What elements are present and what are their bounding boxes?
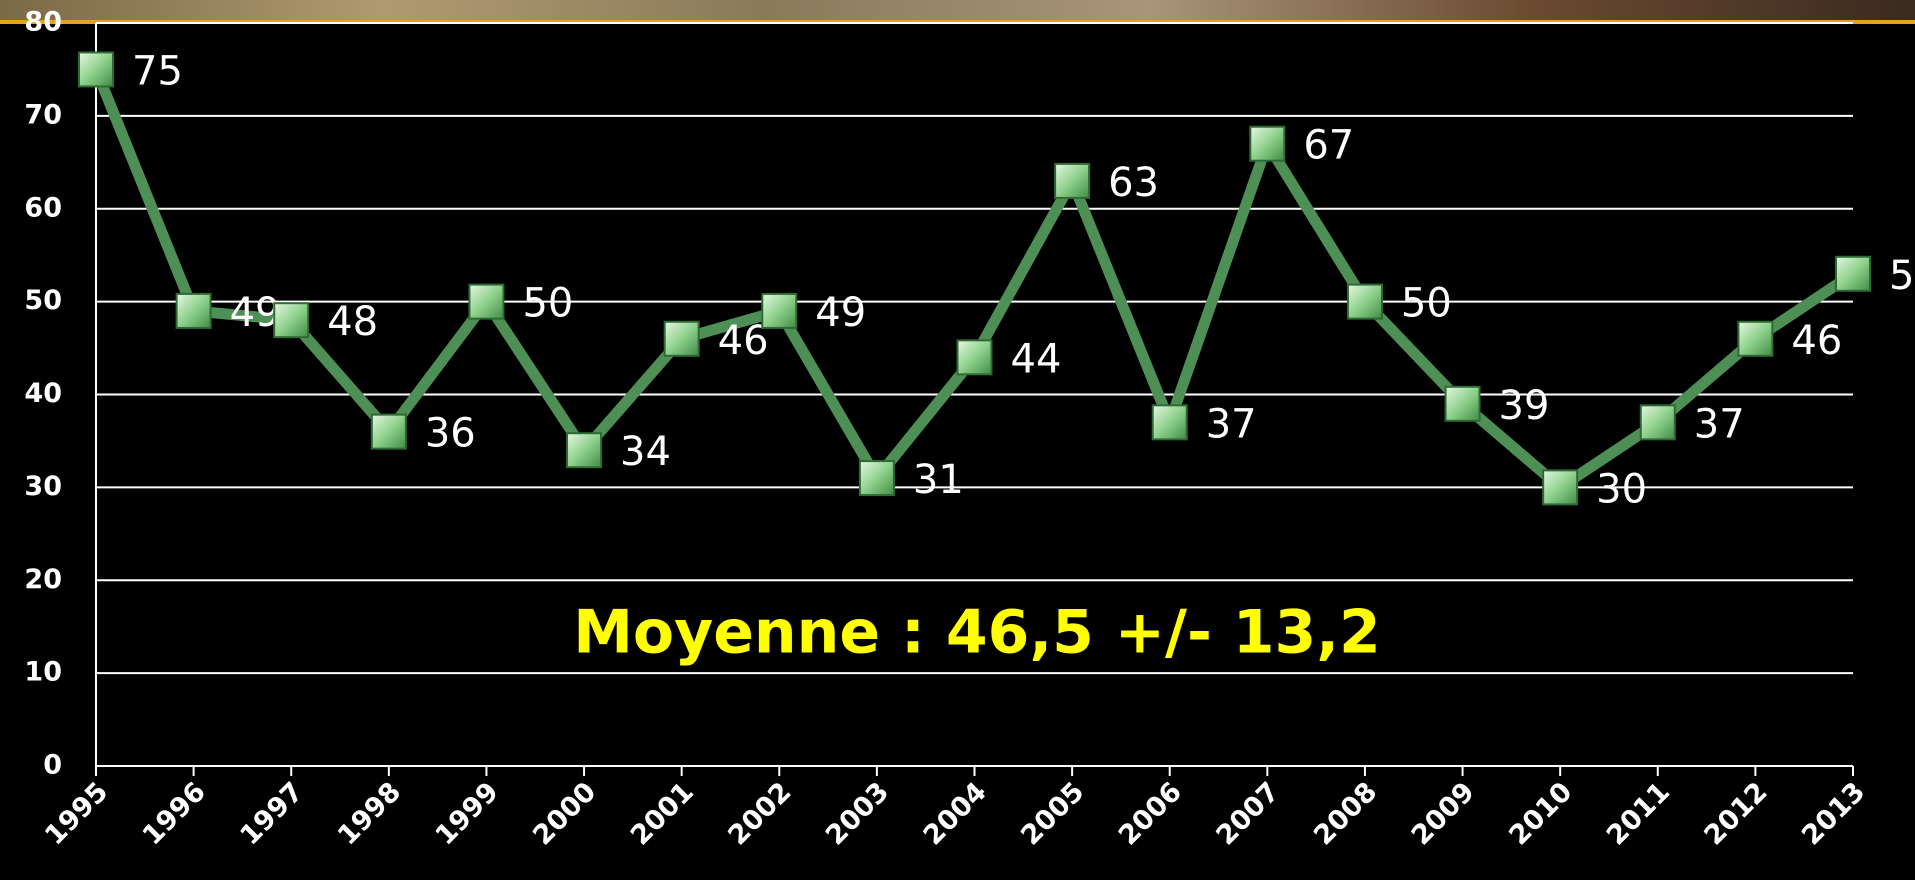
y-tick-label: 60 [24, 192, 62, 223]
marker [1543, 470, 1577, 504]
x-tick-label: 2005 [1015, 776, 1090, 851]
value-label: 34 [620, 429, 671, 475]
x-tick-label: 2002 [722, 776, 797, 851]
value-label: 36 [425, 411, 476, 457]
x-tick-label: 1996 [137, 776, 212, 851]
y-tick-label: 30 [24, 471, 62, 502]
y-tick-label: 80 [24, 7, 62, 38]
x-tick-label: 2011 [1601, 776, 1676, 851]
marker [372, 415, 406, 449]
x-tick-label: 1995 [39, 776, 114, 851]
value-label: 37 [1694, 401, 1745, 447]
x-tick-label: 2001 [625, 776, 700, 851]
line [96, 69, 1853, 487]
marker [1348, 285, 1382, 319]
annotation: Moyenne : 46,5 +/- 13,2 [573, 598, 1381, 668]
x-tick-label: 1998 [332, 776, 407, 851]
x-tick-label: 2000 [527, 776, 602, 851]
banner [0, 0, 1915, 22]
value-label: 44 [1011, 336, 1062, 382]
value-label: 46 [1791, 318, 1842, 364]
marker [567, 433, 601, 467]
value-label: 49 [230, 290, 281, 336]
x-tick-label: 2008 [1308, 776, 1383, 851]
marker [274, 303, 308, 337]
y-tick-label: 40 [24, 378, 62, 409]
value-label: 50 [1401, 281, 1452, 327]
value-label: 31 [913, 457, 964, 503]
x-tick-label: 2013 [1796, 776, 1871, 851]
marker [958, 340, 992, 374]
value-label: 50 [522, 281, 573, 327]
value-label: 67 [1303, 123, 1354, 169]
marker [860, 461, 894, 495]
value-label: 53 [1889, 253, 1915, 299]
x-tick-label: 1997 [234, 776, 309, 851]
x-tick-label: 2006 [1113, 776, 1188, 851]
x-tick-label: 2003 [820, 776, 895, 851]
x-tick-label: 2009 [1406, 776, 1481, 851]
x-tick-label: 2012 [1699, 776, 1774, 851]
value-label: 39 [1499, 383, 1550, 429]
y-tick-label: 20 [24, 564, 62, 595]
y-tick-label: 10 [24, 657, 62, 688]
value-label: 30 [1596, 466, 1647, 512]
marker [1641, 405, 1675, 439]
marker [1250, 127, 1284, 161]
x-tick-label: 1999 [430, 776, 505, 851]
value-label: 37 [1206, 401, 1257, 447]
value-label: 48 [327, 299, 378, 345]
y-tick-label: 70 [24, 99, 62, 130]
x-tick-label: 2007 [1211, 776, 1286, 851]
marker [1836, 257, 1870, 291]
x-tick-label: 2010 [1503, 776, 1578, 851]
marker [665, 322, 699, 356]
marker [177, 294, 211, 328]
y-tick-label: 50 [24, 285, 62, 316]
value-label: 63 [1108, 160, 1159, 206]
y-tick-label: 0 [43, 750, 62, 781]
marker [1738, 322, 1772, 356]
marker [1055, 164, 1089, 198]
x-tick-label: 2004 [918, 776, 993, 851]
marker [469, 285, 503, 319]
marker [762, 294, 796, 328]
marker [79, 52, 113, 86]
marker [1153, 405, 1187, 439]
marker [1446, 387, 1480, 421]
chart: Moyenne : 46,5 +/- 13,2 0 10 20 30 40 50 60 70 8… [0, 0, 1915, 880]
value-label: 75 [132, 48, 183, 94]
value-label: 49 [815, 290, 866, 336]
value-label: 46 [718, 318, 769, 364]
